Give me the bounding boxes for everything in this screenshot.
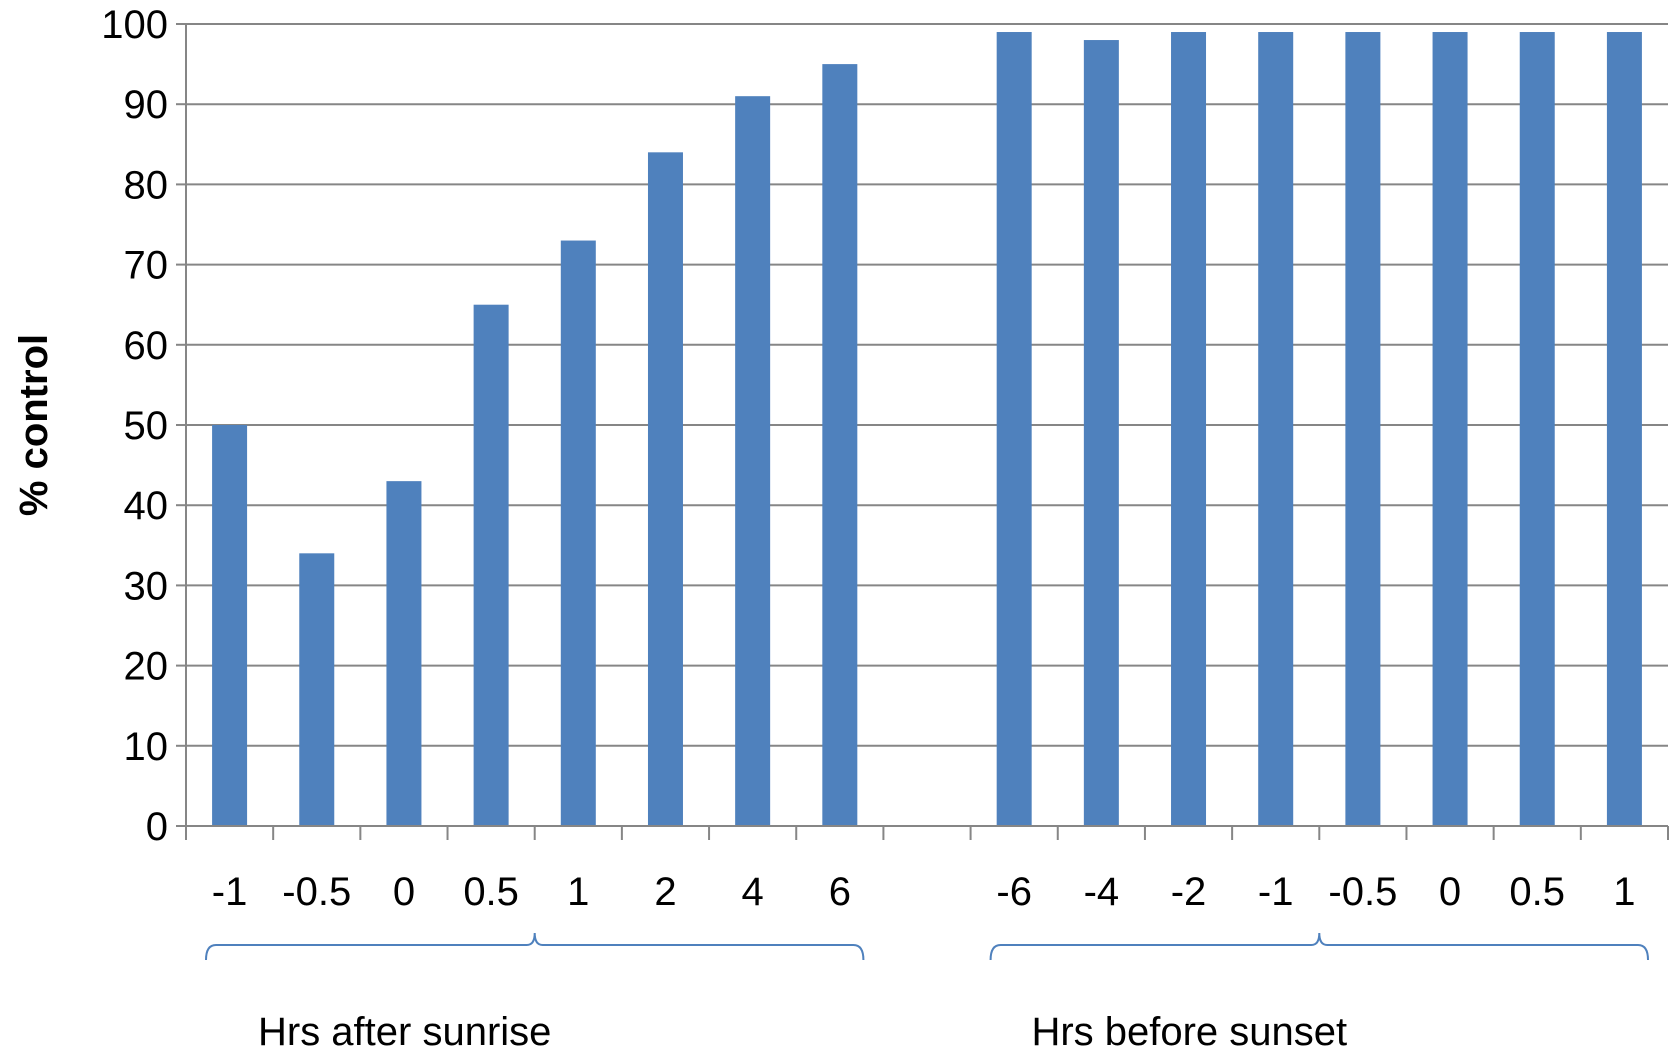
x-tick-label: -1 (1258, 870, 1294, 914)
group-braces: Hrs after sunrise Hrs before sunset (205, 932, 1649, 1054)
bar (299, 553, 335, 826)
y-tick-label: 0 (146, 805, 168, 849)
x-tick-label: 2 (654, 870, 676, 914)
y-tick-label: 90 (124, 83, 169, 127)
bar (1432, 32, 1468, 826)
bar (1083, 40, 1119, 827)
bar (735, 96, 771, 827)
bars (212, 32, 1642, 827)
y-tick-label: 100 (101, 3, 168, 47)
bar (1258, 32, 1294, 826)
y-axis-title: % control (12, 334, 56, 516)
group-label: Hrs before sunset (1031, 1010, 1347, 1054)
x-tick-label: -2 (1171, 870, 1207, 914)
bar (996, 32, 1032, 826)
axes (176, 23, 1669, 840)
y-tick-label: 30 (124, 564, 169, 608)
y-tick-label: 70 (124, 244, 169, 288)
x-tick-label: 0.5 (463, 870, 519, 914)
bar (822, 64, 858, 827)
x-tick-label: -4 (1084, 870, 1120, 914)
x-tick-label: 1 (567, 870, 589, 914)
x-tick-label: -1 (212, 870, 248, 914)
x-tick-label: 4 (742, 870, 764, 914)
x-tick-label: 0 (393, 870, 415, 914)
x-tick-label: 6 (829, 870, 851, 914)
x-tick-label: -6 (996, 870, 1032, 914)
group-label: Hrs after sunrise (258, 1010, 551, 1054)
bar (1606, 32, 1642, 826)
y-tick-label: 80 (124, 163, 169, 207)
bar (1345, 32, 1381, 826)
y-tick-label: 40 (124, 484, 169, 528)
x-tick-labels: -1 -0.5 0 0.5 1 2 4 6 -6 -4 -2 -1 -0.5 0 0.5 1 (212, 870, 1636, 914)
y-tick-label: 20 (124, 645, 169, 689)
x-tick-label: -0.5 (1328, 870, 1397, 914)
y-tick-label: 60 (124, 324, 169, 368)
x-tick-label: 0 (1439, 870, 1461, 914)
y-tick-label: 10 (124, 725, 169, 769)
bar (1519, 32, 1555, 826)
x-tick-label: 1 (1613, 870, 1635, 914)
bar (212, 425, 248, 826)
bar (473, 304, 509, 826)
group-brace (205, 932, 865, 961)
bar (1171, 32, 1207, 826)
x-tick-label: -0.5 (282, 870, 351, 914)
y-tick-labels: 0 10 20 30 40 50 60 70 80 90 100 (101, 3, 168, 849)
y-tick-label: 50 (124, 404, 169, 448)
group-brace (989, 932, 1649, 961)
x-tick-label: 0.5 (1509, 870, 1565, 914)
gridlines (186, 23, 1668, 747)
bar (647, 152, 683, 826)
bar (386, 481, 422, 826)
bar (560, 240, 596, 827)
